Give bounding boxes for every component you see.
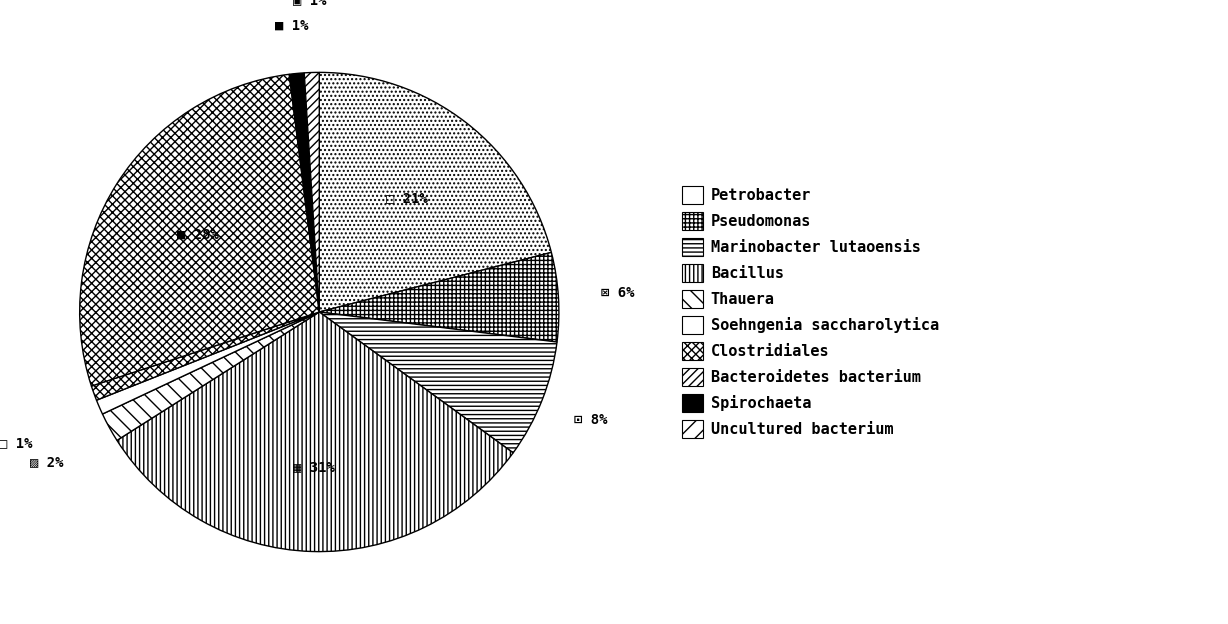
Text: □ 21%: □ 21%	[387, 192, 429, 205]
Text: ■ 1%: ■ 1%	[275, 19, 309, 32]
Wedge shape	[91, 312, 319, 400]
Wedge shape	[117, 312, 513, 552]
Wedge shape	[319, 312, 558, 453]
Text: ⊠ 6%: ⊠ 6%	[602, 286, 635, 300]
Legend: Petrobacter, Pseudomonas, Marinobacter lutaoensis, Bacillus, Thauera, Soehngenia: Petrobacter, Pseudomonas, Marinobacter l…	[675, 180, 946, 444]
Wedge shape	[97, 312, 319, 414]
Wedge shape	[319, 253, 559, 342]
Text: ⊡ 8%: ⊡ 8%	[575, 412, 608, 427]
Wedge shape	[319, 72, 551, 312]
Wedge shape	[102, 312, 319, 441]
Text: □ 1%: □ 1%	[0, 436, 33, 451]
Text: ■ 28%: ■ 28%	[177, 228, 219, 242]
Wedge shape	[80, 74, 319, 386]
Text: ▣ 1%: ▣ 1%	[292, 0, 327, 7]
Text: ▨ 2%: ▨ 2%	[29, 455, 63, 469]
Text: ▦ 31%: ▦ 31%	[293, 461, 335, 475]
Wedge shape	[290, 73, 319, 312]
Wedge shape	[305, 72, 319, 312]
